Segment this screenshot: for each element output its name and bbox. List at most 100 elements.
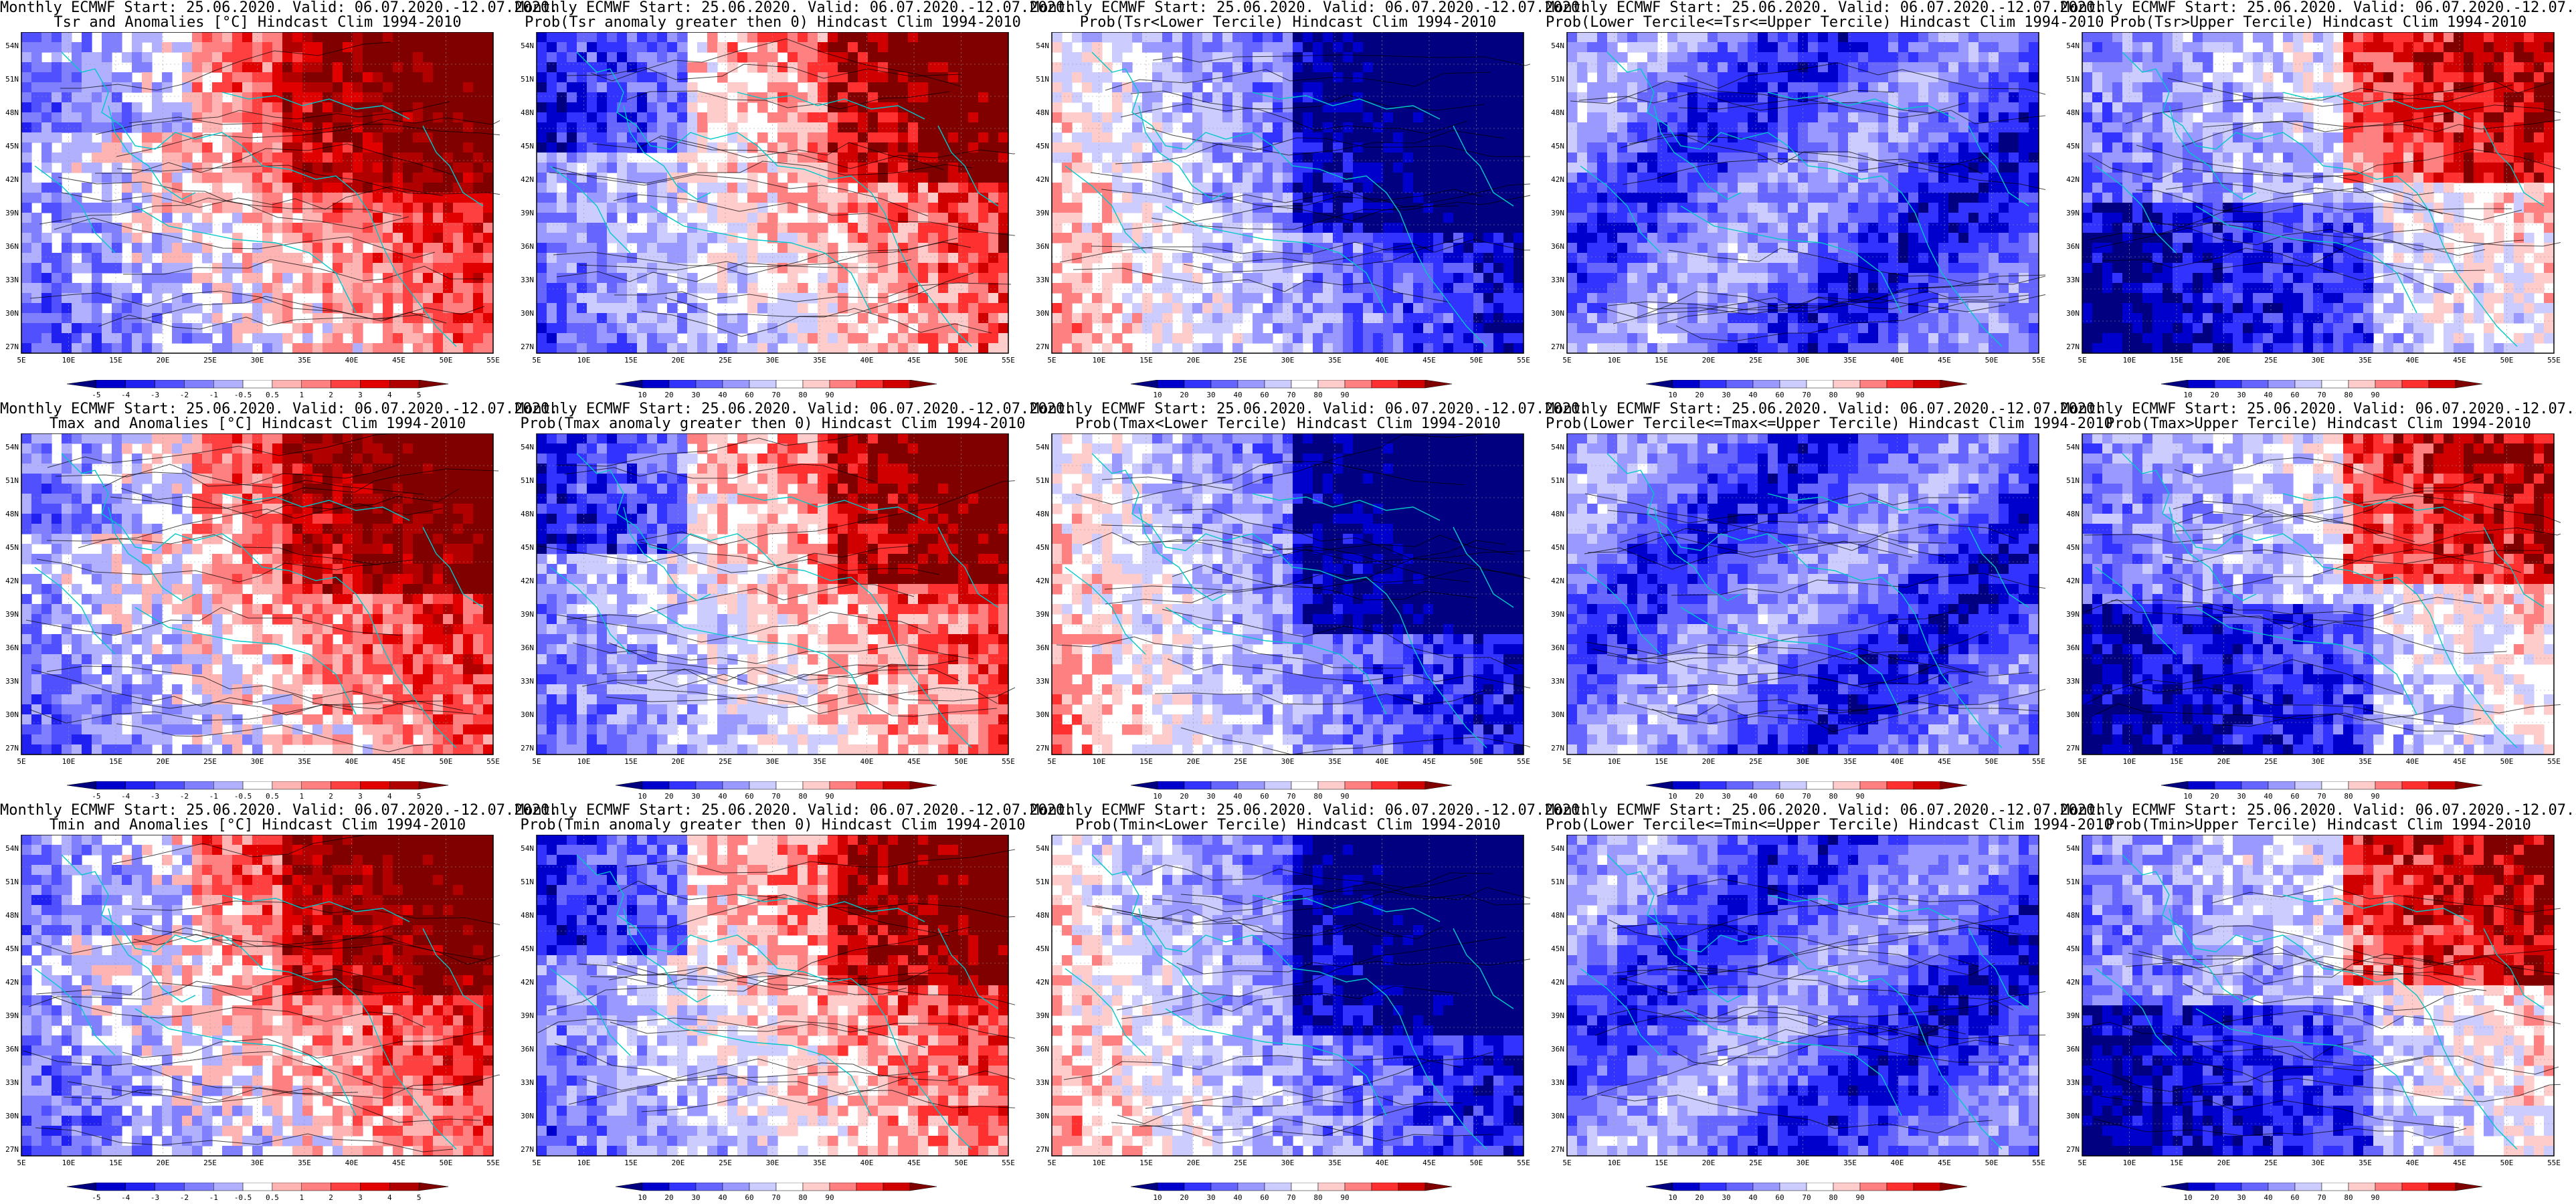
- longitude-label: 55E: [2032, 757, 2045, 766]
- latitude-label: 33N: [1551, 677, 1564, 686]
- colorbar-swatch: [695, 781, 723, 790]
- panel-title-line2: Tmin and Anomalies [°C] Hindcast Clim 19…: [0, 817, 515, 833]
- colorbar-label: 90: [825, 391, 834, 399]
- colorbar-label: -1: [209, 1193, 218, 1202]
- colorbar-swatch: [1779, 781, 1807, 790]
- longitude-label: 5E: [1562, 1159, 1571, 1167]
- latitude-label: 48N: [1036, 911, 1049, 920]
- forecast-map: 54N 51N 48N 45N 42N 39N 36N 33N 30N 27N 5E 10E 15E 20…: [2066, 835, 2561, 1167]
- longitude-label: 45E: [907, 757, 921, 766]
- colorbar-swatch: [1344, 1183, 1372, 1191]
- colorbar-swatch: [1645, 380, 1673, 389]
- colorbar-label: 40: [2264, 792, 2272, 801]
- coastlines: [1065, 52, 1514, 347]
- colorbar-label: 20: [1180, 792, 1188, 801]
- colorbar-label: 90: [2371, 792, 2379, 801]
- map-frame: [1566, 32, 2039, 354]
- longitude-label: 5E: [532, 757, 541, 766]
- colorbar-label: 90: [2371, 1193, 2379, 1202]
- latitude-label: 39N: [1551, 1011, 1564, 1020]
- colorbar-label: 80: [2344, 792, 2353, 801]
- longitude-label: 5E: [17, 1159, 25, 1167]
- colorbar-swatch: [1806, 380, 1834, 389]
- contour-lines: [537, 849, 1015, 1112]
- longitude-label: 55E: [1002, 356, 1015, 365]
- map-frame: [1051, 433, 1524, 755]
- colorbar-swatch: [1291, 1183, 1319, 1191]
- longitude-label: 20E: [672, 757, 685, 766]
- contour-lines: [1584, 492, 2045, 732]
- longitude-label: 50E: [955, 356, 968, 365]
- latitude-label: 33N: [1036, 677, 1049, 686]
- colorbar-swatch: [96, 380, 126, 389]
- latitude-label: 45N: [1551, 543, 1564, 552]
- latitude-label: 27N: [521, 1145, 534, 1154]
- contour-lines: [1063, 864, 1530, 1144]
- longitude-label: 40E: [860, 757, 874, 766]
- longitude-label: 10E: [1093, 356, 1106, 365]
- colorbar-swatch: [96, 1183, 126, 1191]
- colorbar-swatch: [2214, 380, 2242, 389]
- longitude-label: 10E: [62, 757, 76, 766]
- colorbar-label: 30: [691, 391, 700, 399]
- colorbar-swatch: [1130, 1183, 1158, 1191]
- longitude-label: 10E: [1093, 757, 1106, 766]
- longitude-label: 5E: [2078, 757, 2086, 766]
- longitude-label: 45E: [1422, 356, 1436, 365]
- longitude-label: 50E: [440, 757, 453, 766]
- colorbar-label: 90: [1340, 391, 1349, 399]
- colorbar-swatch: [125, 1183, 155, 1191]
- forecast-map: 54N 51N 48N 45N 42N 39N 36N 33N 30N 27N 5E 10E 15E 20…: [521, 433, 1015, 766]
- colorbar-swatch: [909, 1183, 937, 1191]
- colorbar-swatch: [1210, 1183, 1238, 1191]
- colorbar-label: 20: [2210, 792, 2219, 801]
- latitude-label: 51N: [1551, 75, 1564, 84]
- longitude-label: 10E: [62, 1159, 76, 1167]
- colorbar-label: 10: [638, 792, 646, 801]
- longitude-label: 55E: [1002, 757, 1015, 766]
- contour-lines: [1056, 433, 1530, 755]
- colorbar-label: 20: [1695, 391, 1704, 399]
- longitude-label: 15E: [2170, 757, 2183, 766]
- colorbar-label: 70: [2317, 391, 2326, 399]
- colorbar-swatch: [242, 1183, 273, 1191]
- colorbar-swatch: [2428, 1183, 2456, 1191]
- colorbar-swatch: [213, 380, 244, 389]
- latitude-label: 33N: [5, 1078, 19, 1087]
- field-shading: [537, 32, 1009, 354]
- colorbar-label: 40: [718, 1193, 727, 1202]
- latitude-label: 36N: [1036, 1045, 1049, 1054]
- colorbar-swatch: [1291, 781, 1319, 790]
- latitude-label: 39N: [521, 209, 534, 217]
- colorbar-label: 80: [798, 1193, 807, 1202]
- latitude-label: 30N: [1551, 1112, 1564, 1120]
- colorbar-label: -5: [92, 792, 100, 801]
- latitude-label: 30N: [521, 710, 534, 719]
- colorbar-swatch: [883, 1183, 911, 1191]
- latitude-label: 42N: [521, 978, 534, 987]
- longitude-label: 50E: [2500, 1159, 2514, 1167]
- longitude-label: 20E: [2217, 757, 2231, 766]
- colorbar-label: 70: [1802, 1193, 1811, 1202]
- field-shading: [537, 433, 1009, 755]
- colorbar-label: 10: [1153, 1193, 1162, 1202]
- colorbar-swatch: [775, 380, 804, 389]
- colorbar-swatch: [1859, 1183, 1888, 1191]
- latitude-label: 39N: [1036, 610, 1049, 619]
- longitude-label: 40E: [1891, 1159, 1904, 1167]
- longitude-label: 10E: [577, 356, 591, 365]
- latitude-label: 36N: [5, 643, 19, 652]
- longitude-label: 30E: [766, 757, 779, 766]
- colorbar-swatch: [301, 781, 331, 790]
- latitude-label: 42N: [1551, 175, 1564, 184]
- colorbar-label: 90: [1855, 1193, 1864, 1202]
- latitude-label: 36N: [2066, 643, 2080, 652]
- coastlines: [1065, 854, 1514, 1150]
- colorbar-swatch: [2241, 380, 2269, 389]
- latitude-label: 48N: [1551, 510, 1564, 518]
- colorbar-swatch: [856, 380, 884, 389]
- longitude-label: 50E: [955, 757, 968, 766]
- colorbar-swatch: [909, 781, 937, 790]
- colorbar-swatch: [615, 380, 643, 389]
- longitude-label: 55E: [2032, 356, 2045, 365]
